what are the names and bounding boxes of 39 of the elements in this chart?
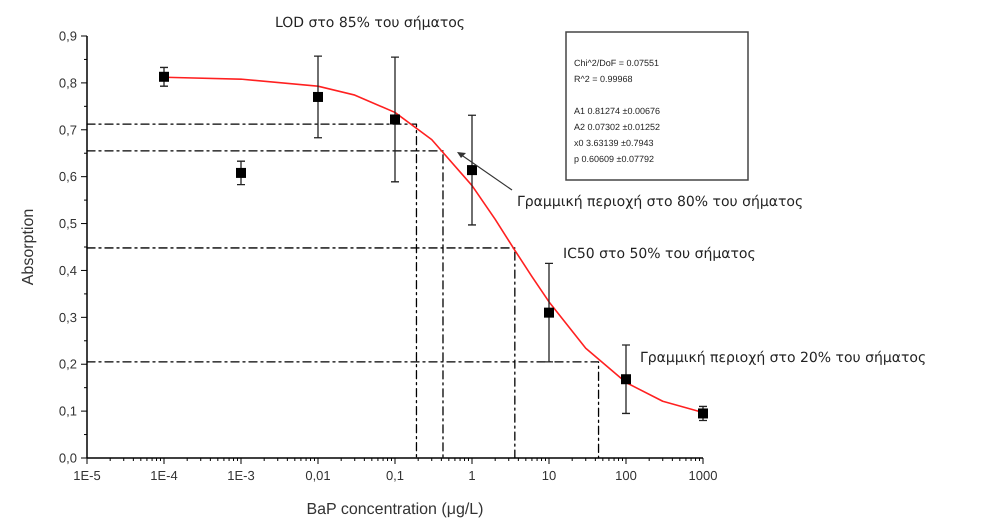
y-tick-label: 0,9	[58, 28, 77, 44]
x-tick-label: 10	[542, 468, 556, 483]
x-tick-label: 1E-3	[227, 468, 255, 483]
annotation: A1 0.81274 ±0.00676	[574, 106, 660, 116]
point	[621, 374, 631, 384]
point	[390, 114, 400, 124]
y-tick-label: 0,7	[58, 122, 77, 138]
annotation: Chi^2/DoF = 0.07551	[574, 58, 660, 68]
annotation: p 0.60609 ±0.07792	[574, 154, 654, 164]
x-tick-label: 1E-4	[150, 468, 178, 483]
point	[467, 165, 477, 176]
x-tick-label: 1000	[688, 468, 718, 483]
annotation: IC50 στο 50% του σήματος	[563, 246, 756, 262]
y-tick-label: 0,3	[58, 310, 77, 325]
x-tick-label: 1	[468, 468, 476, 483]
y-axis-title: Absorption	[20, 208, 37, 286]
y-tick-label: 0,4	[58, 262, 77, 278]
annotation: Γραμμική περιοχή στο 20% του σήματος	[640, 350, 926, 366]
y-tick-label: 0,2	[58, 356, 77, 372]
x-tick-label: 100	[615, 468, 637, 483]
y-tick-label: 0,6	[58, 169, 77, 184]
y-tick-label: 0,8	[58, 75, 77, 90]
point	[313, 92, 323, 102]
y-tick-label: 0,0	[58, 450, 77, 466]
x-tick-label: 0,1	[386, 468, 404, 483]
text: LOD στο 85% του σήματος	[274, 15, 466, 31]
point	[544, 308, 554, 318]
point	[236, 168, 246, 178]
annotation: Γραμμική περιοχή στο 80% του σήματος	[517, 194, 804, 210]
x-axis-title: BaP concentration (μg/L)	[306, 501, 484, 518]
point	[698, 408, 708, 418]
x-tick-label: 0,01	[305, 468, 331, 483]
annotation: R^2 = 0.99968	[574, 74, 633, 84]
annotation: A2 0.07302 ±0.01252	[574, 122, 660, 132]
y-tick-label: 0,1	[58, 404, 77, 419]
y-tick-label: 0,5	[58, 216, 77, 232]
point	[159, 72, 169, 82]
x-tick-label: 1E-5	[73, 468, 101, 483]
annotation: x0 3.63139 ±0.7943	[574, 138, 654, 148]
